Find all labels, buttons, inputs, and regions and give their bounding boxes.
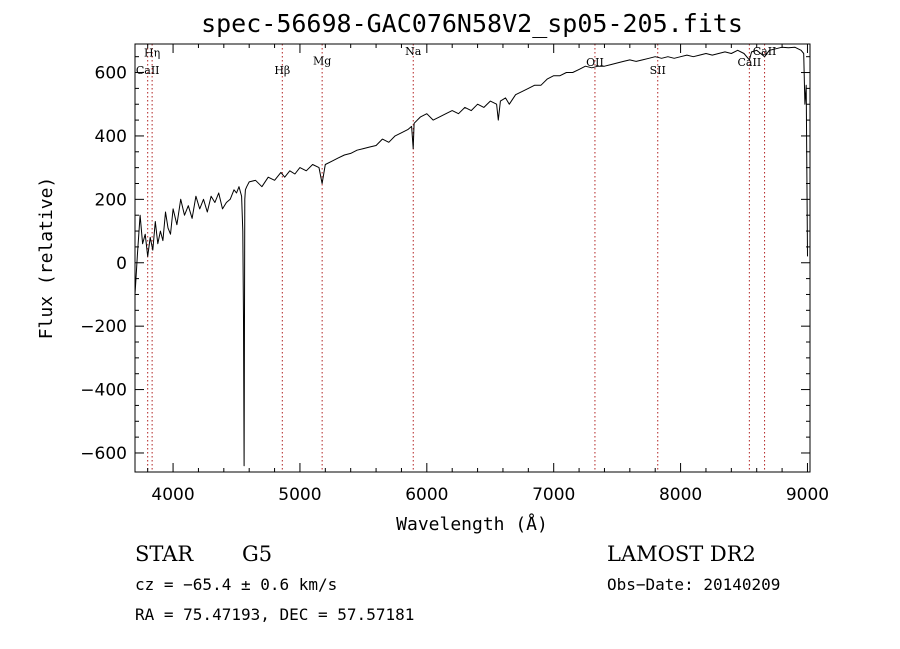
line-marker-label: SII — [650, 64, 666, 77]
footer-coords: RA = 75.47193, DEC = 57.57181 — [135, 605, 414, 624]
x-tick-label: 9000 — [786, 485, 829, 505]
y-tick-label: −200 — [80, 317, 127, 337]
spectrum-series-line — [134, 46, 808, 467]
footer-class-label: STAR — [135, 542, 194, 566]
y-tick-label: −400 — [80, 381, 127, 401]
line-marker-label: CaII — [753, 45, 777, 58]
line-marker-label: Hη — [144, 47, 160, 60]
y-axis-label: Flux (relative) — [36, 177, 57, 340]
footer-survey: LAMOST DR2 — [607, 542, 756, 566]
x-tick-label: 4000 — [151, 485, 194, 505]
y-tick-label: 200 — [95, 190, 127, 210]
footer-obs-date: Obs−Date: 20140209 — [607, 575, 780, 594]
line-marker-label: Na — [405, 45, 422, 58]
line-marker-label: Hβ — [274, 64, 290, 77]
line-marker-label: CaII — [136, 64, 160, 77]
x-tick-label: 8000 — [659, 485, 702, 505]
y-tick-label: 600 — [95, 64, 127, 84]
x-tick-label: 5000 — [278, 485, 321, 505]
footer-velocity: cz = −65.4 ± 0.6 km/s — [135, 575, 337, 594]
x-axis-label: Wavelength (Å) — [396, 513, 548, 535]
plot-frame — [134, 43, 811, 473]
y-tick-label: −600 — [80, 444, 127, 464]
x-tick-label: 6000 — [405, 485, 448, 505]
y-tick-label: 0 — [116, 254, 127, 274]
y-tick-label: 400 — [95, 127, 127, 147]
footer-subclass: G5 — [242, 542, 272, 566]
line-marker-label: CaII — [738, 56, 762, 69]
line-marker-label: Mg — [313, 55, 331, 68]
x-tick-label: 7000 — [532, 485, 575, 505]
chart-title: spec-56698-GAC076N58V2_sp05-205.fits — [201, 9, 743, 38]
